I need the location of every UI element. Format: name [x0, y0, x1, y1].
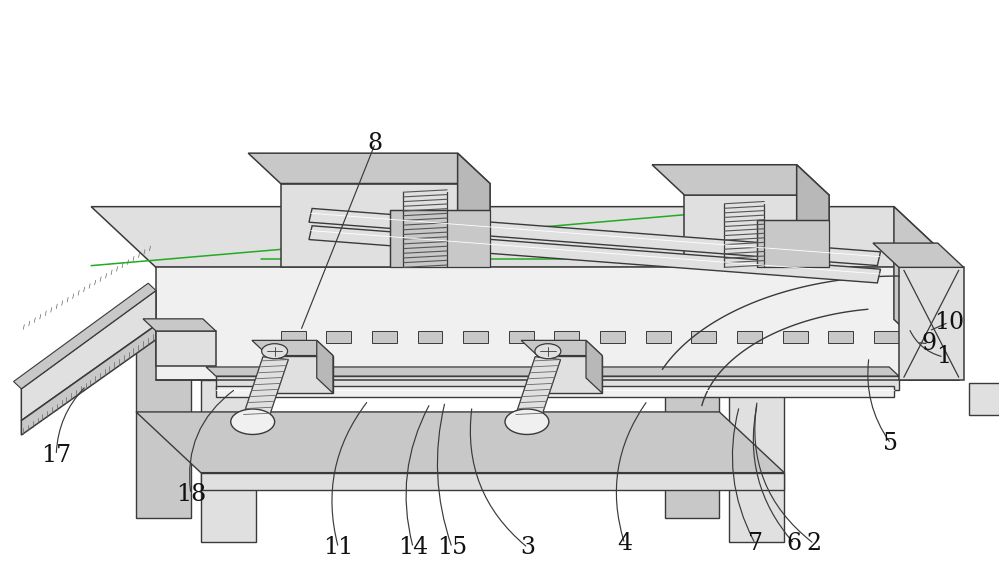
Polygon shape: [390, 210, 490, 267]
Text: 5: 5: [883, 432, 898, 456]
Polygon shape: [646, 331, 671, 343]
Polygon shape: [783, 331, 808, 343]
Text: 3: 3: [520, 536, 535, 560]
Polygon shape: [894, 207, 959, 380]
Text: 1: 1: [936, 346, 951, 368]
Polygon shape: [156, 331, 216, 365]
Polygon shape: [143, 319, 216, 331]
Text: 7: 7: [748, 532, 763, 555]
Text: 11: 11: [323, 536, 354, 560]
Polygon shape: [969, 383, 1000, 415]
Polygon shape: [243, 357, 288, 419]
Polygon shape: [521, 340, 602, 356]
Polygon shape: [418, 331, 442, 343]
Polygon shape: [665, 320, 719, 518]
Polygon shape: [691, 331, 716, 343]
Polygon shape: [874, 331, 899, 343]
Polygon shape: [216, 386, 894, 397]
Polygon shape: [737, 331, 762, 343]
Polygon shape: [156, 267, 959, 380]
Polygon shape: [463, 331, 488, 343]
Polygon shape: [515, 357, 561, 419]
Polygon shape: [684, 195, 829, 267]
Polygon shape: [537, 356, 602, 393]
Circle shape: [231, 409, 275, 435]
Text: 4: 4: [617, 532, 632, 555]
Text: 15: 15: [437, 536, 467, 560]
Polygon shape: [136, 412, 784, 472]
Polygon shape: [216, 376, 899, 390]
Polygon shape: [268, 356, 333, 393]
Polygon shape: [21, 290, 156, 421]
Text: 10: 10: [934, 311, 964, 334]
Circle shape: [262, 344, 288, 358]
Text: 17: 17: [41, 444, 71, 467]
Circle shape: [505, 409, 549, 435]
Polygon shape: [136, 320, 191, 518]
Text: 2: 2: [807, 532, 822, 555]
Polygon shape: [309, 226, 881, 283]
Polygon shape: [586, 340, 602, 393]
Polygon shape: [873, 243, 964, 267]
Polygon shape: [652, 165, 829, 195]
Polygon shape: [21, 325, 156, 435]
Polygon shape: [326, 331, 351, 343]
Polygon shape: [91, 207, 959, 267]
Polygon shape: [281, 331, 306, 343]
Polygon shape: [201, 380, 256, 542]
Polygon shape: [248, 153, 490, 184]
Polygon shape: [206, 367, 899, 376]
Circle shape: [535, 344, 561, 358]
Polygon shape: [309, 209, 881, 266]
Text: 9: 9: [921, 332, 936, 355]
Text: 18: 18: [176, 483, 206, 505]
Polygon shape: [757, 220, 829, 267]
Polygon shape: [554, 331, 579, 343]
Polygon shape: [458, 153, 490, 267]
Text: 6: 6: [787, 532, 802, 555]
Polygon shape: [281, 184, 490, 267]
Polygon shape: [509, 331, 534, 343]
Text: 8: 8: [368, 131, 383, 155]
Polygon shape: [729, 380, 784, 542]
Polygon shape: [372, 331, 397, 343]
Polygon shape: [899, 267, 964, 380]
Polygon shape: [14, 283, 156, 389]
Polygon shape: [201, 472, 784, 490]
Text: 14: 14: [398, 536, 428, 560]
Polygon shape: [828, 331, 853, 343]
Polygon shape: [252, 340, 333, 356]
Polygon shape: [317, 340, 333, 393]
Polygon shape: [797, 165, 829, 267]
Polygon shape: [600, 331, 625, 343]
